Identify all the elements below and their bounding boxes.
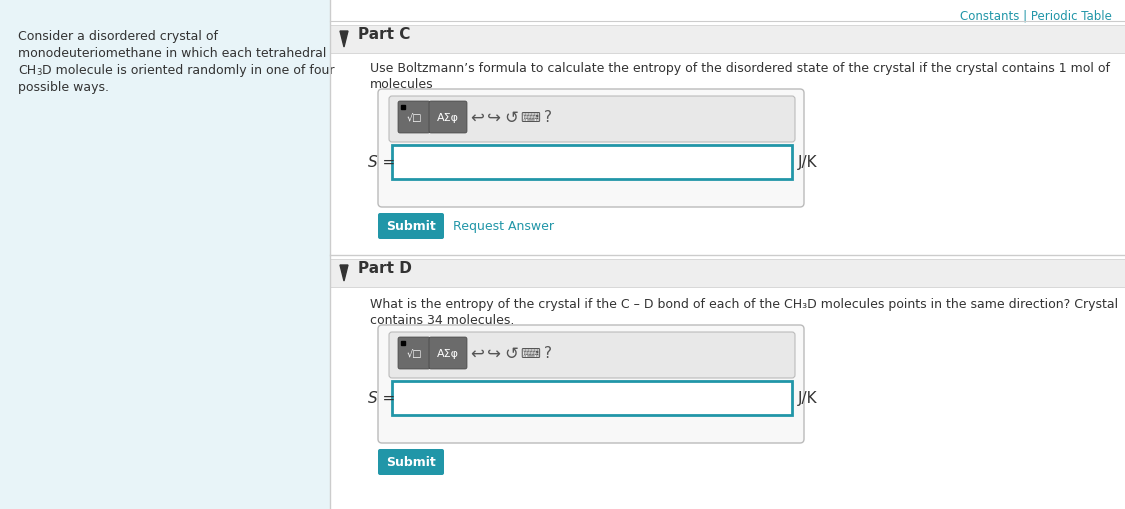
Text: 3: 3 [36, 68, 42, 77]
Text: ↺: ↺ [504, 109, 518, 127]
Text: ?: ? [544, 110, 552, 125]
Text: Constants | Periodic Table: Constants | Periodic Table [960, 10, 1112, 23]
Text: monodeuteriomethane in which each tetrahedral: monodeuteriomethane in which each tetrah… [18, 47, 326, 60]
FancyBboxPatch shape [378, 325, 804, 443]
Text: Part C: Part C [358, 27, 411, 42]
FancyBboxPatch shape [330, 260, 1125, 288]
FancyBboxPatch shape [378, 449, 444, 475]
FancyBboxPatch shape [330, 26, 1125, 54]
Text: J/K: J/K [798, 155, 818, 170]
Text: CH: CH [18, 64, 36, 77]
FancyBboxPatch shape [392, 381, 792, 415]
FancyBboxPatch shape [392, 146, 792, 180]
Text: ↪: ↪ [487, 344, 501, 362]
Text: possible ways.: possible ways. [18, 81, 109, 94]
Text: Consider a disordered crystal of: Consider a disordered crystal of [18, 30, 218, 43]
FancyBboxPatch shape [398, 337, 430, 369]
Text: ↺: ↺ [504, 344, 518, 362]
Text: Use Boltzmann’s formula to calculate the entropy of the disordered state of the : Use Boltzmann’s formula to calculate the… [370, 62, 1110, 75]
Text: √□: √□ [406, 348, 422, 358]
Text: ⌨: ⌨ [520, 111, 540, 125]
Polygon shape [400, 106, 405, 110]
Text: S =: S = [368, 391, 395, 406]
Polygon shape [400, 342, 405, 345]
Text: Submit: Submit [386, 220, 435, 233]
Text: J/K: J/K [798, 391, 818, 406]
Text: Submit: Submit [386, 456, 435, 469]
Text: √□: √□ [406, 113, 422, 123]
Text: molecules: molecules [370, 78, 433, 91]
Text: contains 34 molecules.: contains 34 molecules. [370, 314, 514, 326]
FancyBboxPatch shape [429, 102, 467, 134]
Text: S =: S = [368, 155, 395, 170]
FancyBboxPatch shape [389, 332, 795, 378]
Polygon shape [340, 266, 348, 281]
Text: D molecule is oriented randomly in one of four: D molecule is oriented randomly in one o… [42, 64, 334, 77]
FancyBboxPatch shape [389, 97, 795, 143]
Text: Part D: Part D [358, 261, 412, 275]
Text: What is the entropy of the crystal if the C – D bond of each of the CH₃D molecul: What is the entropy of the crystal if th… [370, 297, 1118, 310]
FancyBboxPatch shape [330, 0, 1125, 509]
Text: ⌨: ⌨ [520, 346, 540, 360]
Text: Request Answer: Request Answer [453, 220, 554, 233]
Polygon shape [340, 32, 348, 48]
FancyBboxPatch shape [398, 102, 430, 134]
FancyBboxPatch shape [378, 214, 444, 240]
Text: ?: ? [544, 346, 552, 361]
Text: ↩: ↩ [470, 344, 484, 362]
Text: AΣφ: AΣφ [436, 348, 459, 358]
FancyBboxPatch shape [378, 90, 804, 208]
Text: ↪: ↪ [487, 109, 501, 127]
FancyBboxPatch shape [429, 337, 467, 369]
Text: ↩: ↩ [470, 109, 484, 127]
Text: AΣφ: AΣφ [436, 113, 459, 123]
FancyBboxPatch shape [0, 0, 330, 509]
